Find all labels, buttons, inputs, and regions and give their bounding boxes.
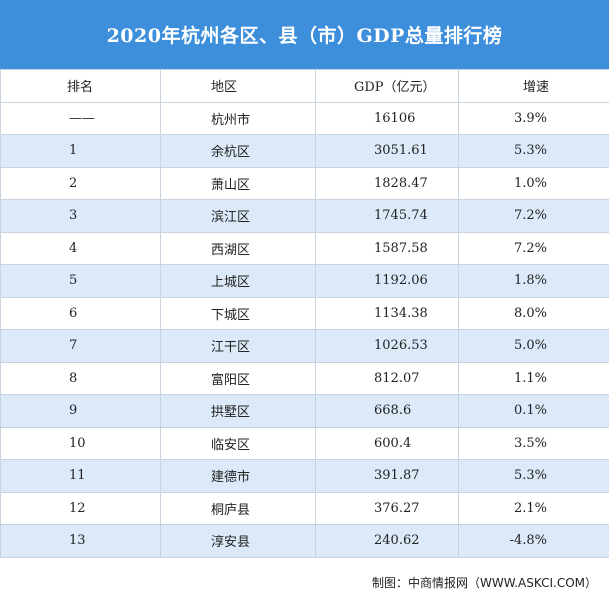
cell-district: 下城区 xyxy=(160,296,316,330)
cell-gdp: 812.07 xyxy=(315,361,459,395)
cell-district: 上城区 xyxy=(160,264,316,298)
cell-growth: 3.9% xyxy=(458,101,609,135)
header-district: 地区 xyxy=(160,69,316,103)
table-row: 12 桐庐县 376.27 2.1% xyxy=(0,491,609,525)
table-row: 10 临安区 600.4 3.5% xyxy=(0,426,609,460)
table-header-row: 排名 地区 GDP（亿元） 增速 xyxy=(0,69,609,103)
cell-rank: 4 xyxy=(0,231,161,265)
page-title: 2020年杭州各区、县（市）GDP总量排行榜 xyxy=(0,0,609,69)
table-row: 11 建德市 391.87 5.3% xyxy=(0,459,609,493)
cell-growth: 3.5% xyxy=(458,426,609,460)
cell-rank: 2 xyxy=(0,166,161,200)
header-gdp: GDP（亿元） xyxy=(315,69,459,103)
cell-rank: 5 xyxy=(0,264,161,298)
cell-rank: 11 xyxy=(0,459,161,493)
cell-rank: 7 xyxy=(0,329,161,363)
cell-gdp: 1026.53 xyxy=(315,329,459,363)
cell-district: 滨江区 xyxy=(160,199,316,233)
table-row: 7 江干区 1026.53 5.0% xyxy=(0,329,609,363)
cell-growth: 5.0% xyxy=(458,329,609,363)
cell-rank: 10 xyxy=(0,426,161,460)
cell-district: 杭州市 xyxy=(160,101,316,135)
cell-district: 淳安县 xyxy=(160,524,316,558)
cell-growth: 1.0% xyxy=(458,166,609,200)
cell-district: 拱墅区 xyxy=(160,394,316,428)
table-row: —— 杭州市 16106 3.9% xyxy=(0,101,609,135)
cell-rank: 3 xyxy=(0,199,161,233)
cell-district: 富阳区 xyxy=(160,361,316,395)
table-row: 2 萧山区 1828.47 1.0% xyxy=(0,166,609,200)
table-row: 5 上城区 1192.06 1.8% xyxy=(0,264,609,298)
header-rank: 排名 xyxy=(0,69,161,103)
cell-gdp: 1134.38 xyxy=(315,296,459,330)
gdp-table: 排名 地区 GDP（亿元） 增速 —— 杭州市 16106 3.9% 1 余杭区 3051.… xyxy=(0,69,609,558)
cell-gdp: 668.6 xyxy=(315,394,459,428)
cell-district: 建德市 xyxy=(160,459,316,493)
source-footer: 制图：中商情报网（WWW.ASKCI.COM） xyxy=(372,576,597,590)
cell-district: 江干区 xyxy=(160,329,316,363)
table-row: 8 富阳区 812.07 1.1% xyxy=(0,361,609,395)
cell-rank: 8 xyxy=(0,361,161,395)
table-row: 1 余杭区 3051.61 5.3% xyxy=(0,134,609,168)
cell-rank: 13 xyxy=(0,524,161,558)
cell-gdp: 1745.74 xyxy=(315,199,459,233)
cell-growth: 1.8% xyxy=(458,264,609,298)
cell-growth: 7.2% xyxy=(458,199,609,233)
cell-district: 萧山区 xyxy=(160,166,316,200)
cell-rank: —— xyxy=(0,101,161,135)
cell-rank: 1 xyxy=(0,134,161,168)
header-growth: 增速 xyxy=(458,69,609,103)
cell-rank: 12 xyxy=(0,491,161,525)
cell-gdp: 240.62 xyxy=(315,524,459,558)
cell-growth: -4.8% xyxy=(458,524,609,558)
cell-growth: 2.1% xyxy=(458,491,609,525)
table-row: 9 拱墅区 668.6 0.1% xyxy=(0,394,609,428)
cell-gdp: 3051.61 xyxy=(315,134,459,168)
cell-district: 西湖区 xyxy=(160,231,316,265)
cell-gdp: 1587.58 xyxy=(315,231,459,265)
table-row: 6 下城区 1134.38 8.0% xyxy=(0,296,609,330)
table-row: 3 滨江区 1745.74 7.2% xyxy=(0,199,609,233)
cell-growth: 0.1% xyxy=(458,394,609,428)
cell-gdp: 600.4 xyxy=(315,426,459,460)
cell-gdp: 1828.47 xyxy=(315,166,459,200)
cell-district: 余杭区 xyxy=(160,134,316,168)
cell-rank: 9 xyxy=(0,394,161,428)
cell-district: 桐庐县 xyxy=(160,491,316,525)
cell-growth: 7.2% xyxy=(458,231,609,265)
cell-growth: 5.3% xyxy=(458,459,609,493)
cell-growth: 5.3% xyxy=(458,134,609,168)
cell-gdp: 376.27 xyxy=(315,491,459,525)
cell-rank: 6 xyxy=(0,296,161,330)
cell-gdp: 16106 xyxy=(315,101,459,135)
table-row: 13 淳安县 240.62 -4.8% xyxy=(0,524,609,558)
cell-gdp: 391.87 xyxy=(315,459,459,493)
cell-growth: 1.1% xyxy=(458,361,609,395)
cell-growth: 8.0% xyxy=(458,296,609,330)
cell-district: 临安区 xyxy=(160,426,316,460)
table-row: 4 西湖区 1587.58 7.2% xyxy=(0,231,609,265)
cell-gdp: 1192.06 xyxy=(315,264,459,298)
